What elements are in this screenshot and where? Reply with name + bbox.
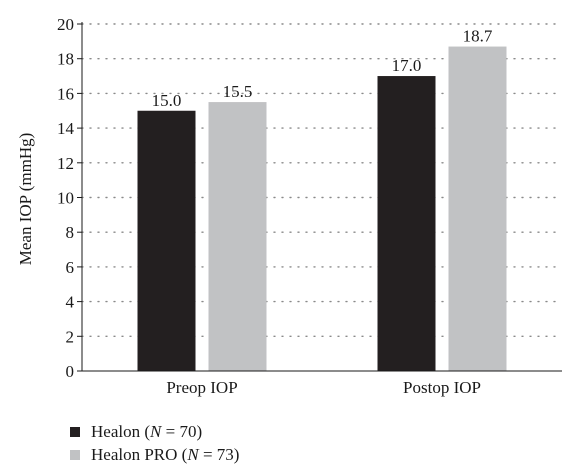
x-tick-label: Preop IOP xyxy=(166,378,237,397)
legend-swatch-healon-pro xyxy=(70,449,80,460)
y-tick-labels: 0 2 4 6 8 10 12 14 16 18 20 xyxy=(57,15,75,381)
y-tick-label: 20 xyxy=(57,15,74,34)
y-tick-label: 14 xyxy=(57,119,75,138)
legend-n-value-healon: 70 xyxy=(179,422,197,441)
y-tick-label: 16 xyxy=(57,84,74,103)
legend-item-healon-pro: Healon PRO (N = 73) xyxy=(70,443,239,466)
legend-item-healon: Healon (N = 70) xyxy=(70,420,239,443)
bar-healon xyxy=(137,110,196,371)
legend-label-healon: Healon xyxy=(91,422,141,441)
x-tick-label: Postop IOP xyxy=(403,378,481,397)
bar-value-label: 15.5 xyxy=(223,82,253,101)
legend-n-value-healon-pro: 73 xyxy=(216,445,234,464)
y-tick-label: 8 xyxy=(66,223,75,242)
bar-value-label: 18.7 xyxy=(463,27,493,46)
legend: Healon (N = 70) Healon PRO (N = 73) xyxy=(70,420,239,466)
y-tick-label: 12 xyxy=(57,154,74,173)
value-labels: 15.0 15.5 17.0 18.7 xyxy=(152,27,493,110)
legend-swatch-healon xyxy=(70,426,80,437)
bars xyxy=(137,46,507,372)
legend-n-symbol-healon: N xyxy=(150,422,162,441)
y-tick-label: 6 xyxy=(66,258,75,277)
bar-chart: 15.0 15.5 17.0 18.7 0 2 4 6 8 10 12 14 16 18 20 Preop… xyxy=(16,15,563,397)
y-tick-label: 10 xyxy=(57,189,74,208)
y-axis-label: Mean IOP (mmHg) xyxy=(16,133,35,266)
bar-healon xyxy=(377,76,436,372)
y-tick-label: 2 xyxy=(66,327,75,346)
y-tick-label: 0 xyxy=(66,362,75,381)
legend-n-symbol-healon-pro: N xyxy=(187,445,199,464)
x-tick-labels: Preop IOP Postop IOP xyxy=(166,378,481,397)
bar-healon-pro xyxy=(208,102,267,371)
y-tick-label: 18 xyxy=(57,50,74,69)
bar-value-label: 15.0 xyxy=(152,91,182,110)
legend-label-healon-pro: Healon PRO xyxy=(91,445,178,464)
bar-healon-pro xyxy=(448,46,507,372)
axes xyxy=(77,22,562,372)
y-tick-label: 4 xyxy=(66,293,75,312)
bar-value-label: 17.0 xyxy=(392,56,422,75)
